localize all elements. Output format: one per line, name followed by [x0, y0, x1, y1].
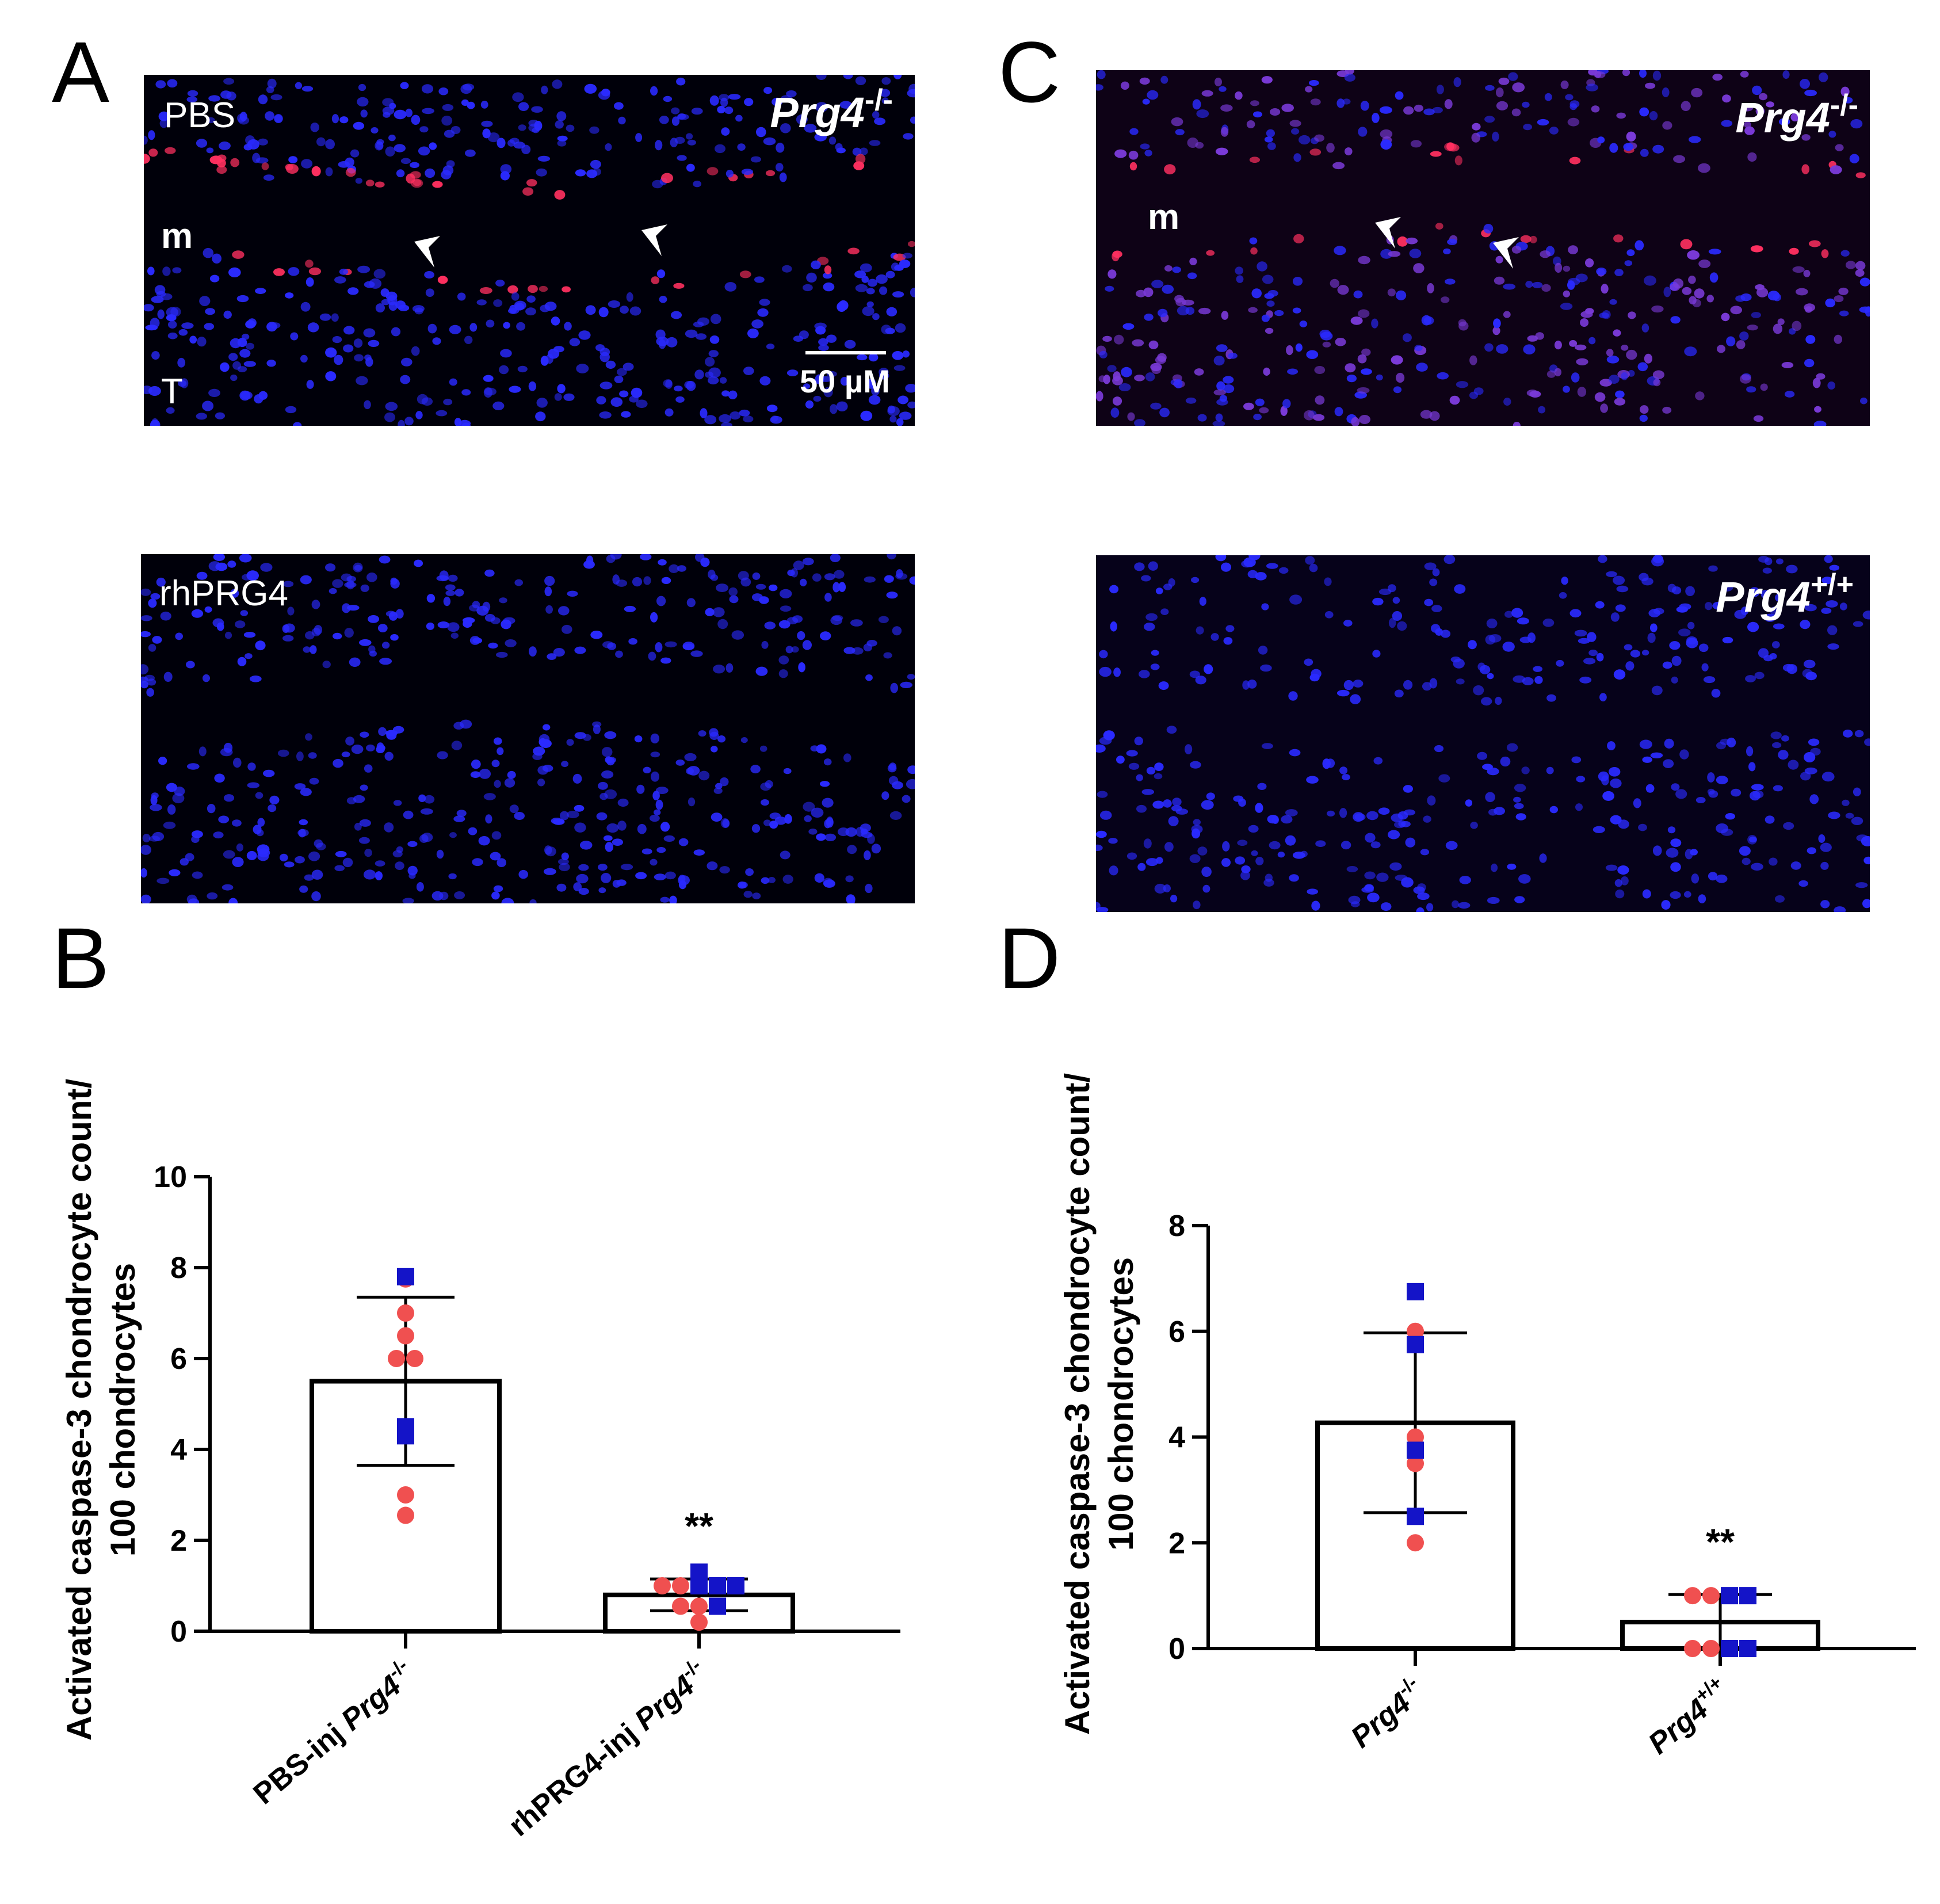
data-point-red: [1702, 1640, 1720, 1657]
nuclei-texture: [1096, 70, 1870, 426]
data-point-blue: [397, 1427, 414, 1445]
data-point-red: [1407, 1534, 1424, 1552]
data-point-red: [672, 1577, 689, 1594]
x-tick-label: Prg4-/-: [1342, 1672, 1431, 1754]
y-tick-label: 6: [170, 1342, 187, 1376]
micrograph-label-pbs: PBS: [164, 96, 236, 135]
data-point-red: [1407, 1428, 1424, 1446]
data-point-red: [1407, 1322, 1424, 1340]
y-tick-label: 0: [170, 1615, 187, 1649]
marker-meniscus-a: m: [161, 216, 193, 256]
marker-meniscus-c: m: [1148, 197, 1180, 237]
data-point-blue: [1739, 1640, 1756, 1657]
data-point-blue: [709, 1597, 726, 1615]
arrowhead-icon: [1493, 237, 1519, 269]
data-point-red: [672, 1597, 689, 1615]
genotype-label-c-bottom: Prg4+/+: [1716, 568, 1854, 621]
data-point-red: [1702, 1587, 1720, 1605]
micrograph-label-rhprg4: rhPRG4: [159, 574, 288, 613]
nuclei-texture: [144, 75, 915, 426]
data-point-blue: [1407, 1336, 1424, 1353]
arrowhead-icon: [414, 236, 440, 268]
nuclei-texture: [141, 554, 915, 903]
data-point-red: [397, 1327, 414, 1345]
x-tick-label: Prg4+/+: [1640, 1672, 1736, 1761]
y-tick-label: 2: [1168, 1527, 1185, 1560]
y-tick-label: 2: [170, 1524, 187, 1558]
data-point-red: [1407, 1455, 1424, 1472]
y-tick-label: 4: [1168, 1421, 1185, 1455]
genotype-label-c-top: Prg4-/-: [1735, 89, 1858, 142]
panel-letter-a: A: [52, 24, 110, 120]
data-point-blue: [1407, 1441, 1424, 1459]
significance-marker: **: [1706, 1521, 1735, 1562]
data-point-red: [388, 1350, 405, 1367]
scale-bar-label: 50 µM: [800, 363, 890, 399]
y-tick-label: 8: [1168, 1209, 1185, 1243]
data-point-blue: [727, 1577, 744, 1594]
data-point-red: [690, 1597, 708, 1615]
data-point-blue: [1407, 1283, 1424, 1300]
arrowhead-icon: [1375, 217, 1401, 249]
panel-letter-c: C: [998, 24, 1061, 120]
data-point-red: [397, 1304, 414, 1322]
y-tick-label: 4: [170, 1433, 187, 1467]
y-tick-label: 6: [1168, 1315, 1185, 1349]
scale-bar: [805, 351, 886, 354]
panel-letter-b: B: [52, 910, 110, 1006]
arrowhead-icon: [641, 224, 667, 256]
panel-letter-d: D: [998, 910, 1061, 1006]
data-point-blue: [709, 1577, 726, 1594]
y-tick-label: 0: [1168, 1632, 1185, 1666]
y-tick-label: 8: [170, 1251, 187, 1285]
data-point-red: [690, 1613, 708, 1631]
data-point-blue: [397, 1268, 414, 1285]
data-point-blue: [1721, 1587, 1738, 1605]
data-point-blue: [1407, 1508, 1424, 1525]
data-point-red: [654, 1577, 671, 1594]
micrograph-a-rhprg4: rhPRG4: [141, 554, 915, 903]
micrograph-c-prg4-wt: Prg4+/+: [1096, 555, 1870, 912]
significance-marker: **: [685, 1505, 713, 1547]
micrograph-c-prg4-null: Prg4-/- m: [1096, 70, 1870, 426]
data-point-red: [397, 1506, 414, 1524]
data-point-blue: [1721, 1640, 1738, 1657]
nuclei-texture: [1096, 555, 1870, 912]
genotype-label-a: Prg4-/-: [770, 83, 893, 136]
data-point-blue: [1739, 1587, 1756, 1605]
data-point-blue: [690, 1563, 708, 1581]
data-point-red: [406, 1350, 423, 1367]
y-tick-label: 10: [154, 1161, 187, 1194]
data-point-red: [397, 1486, 414, 1504]
data-point-red: [1684, 1640, 1701, 1657]
micrograph-a-pbs: PBS Prg4-/- m T 50 µM: [144, 75, 915, 426]
data-point-red: [1684, 1587, 1701, 1605]
marker-tibia-a: T: [161, 372, 183, 411]
